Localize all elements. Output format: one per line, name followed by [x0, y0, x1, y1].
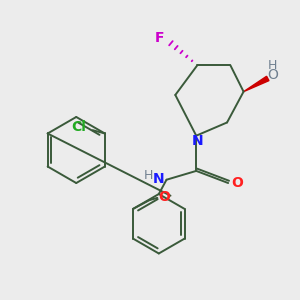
Text: H: H — [268, 59, 277, 72]
Text: Cl: Cl — [71, 120, 86, 134]
Text: O: O — [267, 68, 278, 82]
Text: N: N — [153, 172, 165, 186]
Text: O: O — [158, 190, 170, 204]
Polygon shape — [244, 76, 269, 92]
Text: F: F — [155, 31, 165, 45]
Text: N: N — [191, 134, 203, 148]
Text: H: H — [144, 169, 154, 182]
Text: O: O — [231, 176, 243, 190]
